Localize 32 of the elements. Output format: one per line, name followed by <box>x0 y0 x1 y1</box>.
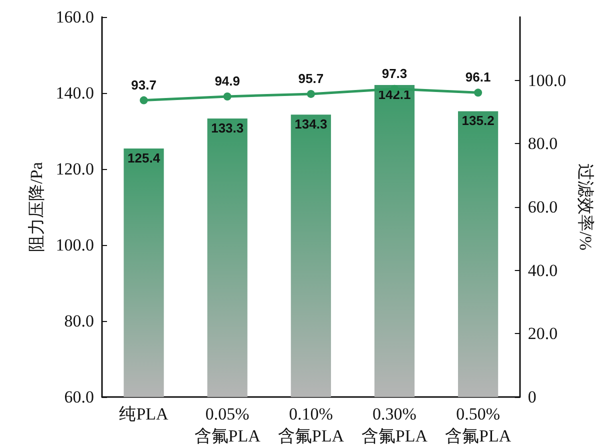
y2-tick-label: 40.0 <box>528 260 558 280</box>
y-tick-label: 120.0 <box>56 160 94 178</box>
point <box>223 92 232 100</box>
data-label: 134.3 <box>294 116 328 132</box>
point <box>474 88 482 97</box>
data-label: 125.4 <box>128 150 161 166</box>
y2-tick-label: 60.0 <box>528 198 558 216</box>
y2-axis-title: 过滤效率/% <box>576 164 595 250</box>
y2-tick-label: 100.0 <box>528 70 566 90</box>
y2-tick-label: 20.0 <box>528 324 558 344</box>
y2-tick-label: 0 <box>528 388 536 406</box>
data-label: 93.7 <box>131 77 156 92</box>
data-label: 96.1 <box>465 70 491 85</box>
x-tick-label: 纯PLA <box>119 404 170 424</box>
y-tick-label: 100.0 <box>56 236 94 254</box>
x-tick-label: 0.05% 含氟PLA <box>194 404 262 446</box>
point <box>140 96 148 104</box>
y-tick-label: 80.0 <box>64 312 94 330</box>
point <box>306 90 315 98</box>
x-tick-label: 0.50% 含氟PLA <box>445 404 512 446</box>
data-label: 94.9 <box>214 73 240 88</box>
data-label: 135.2 <box>462 113 494 128</box>
x-tick-label: 0.10% 含氟PLA <box>278 404 345 446</box>
y-axis-title: 阻力压降/Pa <box>26 162 46 252</box>
x-tick-label: 0.30% 含氟PLA <box>361 404 428 446</box>
y-tick-label: 60.0 <box>64 388 94 406</box>
data-label: 95.7 <box>298 70 324 86</box>
y2-tick-label: 80.0 <box>528 134 558 154</box>
y-tick-label: 140.0 <box>56 84 94 102</box>
data-label: 133.3 <box>211 120 244 136</box>
data-label: 97.3 <box>382 66 408 81</box>
y-tick-label: 160.0 <box>56 8 94 26</box>
